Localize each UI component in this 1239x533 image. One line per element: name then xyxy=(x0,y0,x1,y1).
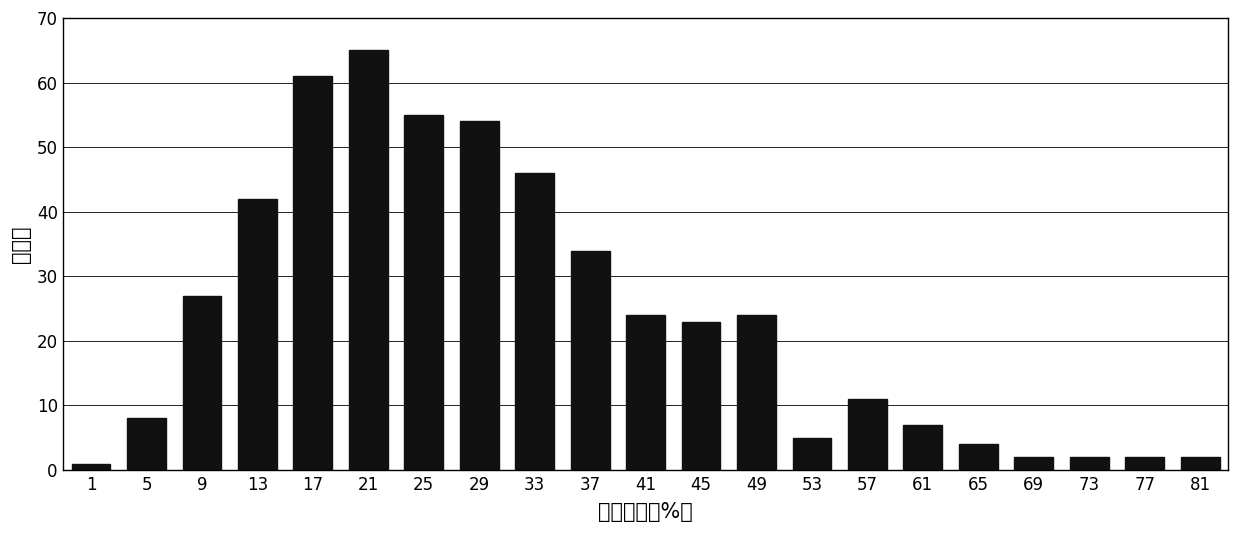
Y-axis label: 株系数: 株系数 xyxy=(11,225,31,263)
Bar xyxy=(681,321,721,470)
Bar xyxy=(847,399,887,470)
X-axis label: 病情指数（%）: 病情指数（%） xyxy=(598,502,693,522)
Bar xyxy=(72,464,110,470)
Bar xyxy=(349,51,388,470)
Bar xyxy=(238,199,276,470)
Bar xyxy=(571,251,610,470)
Bar xyxy=(959,444,997,470)
Bar xyxy=(460,122,498,470)
Bar xyxy=(793,438,831,470)
Bar xyxy=(294,76,332,470)
Bar xyxy=(737,315,776,470)
Bar xyxy=(1181,457,1219,470)
Bar xyxy=(182,296,222,470)
Bar xyxy=(1125,457,1165,470)
Bar xyxy=(1015,457,1053,470)
Bar xyxy=(404,115,444,470)
Bar xyxy=(626,315,665,470)
Bar xyxy=(903,425,943,470)
Bar xyxy=(128,418,166,470)
Bar xyxy=(1069,457,1109,470)
Bar xyxy=(515,173,554,470)
